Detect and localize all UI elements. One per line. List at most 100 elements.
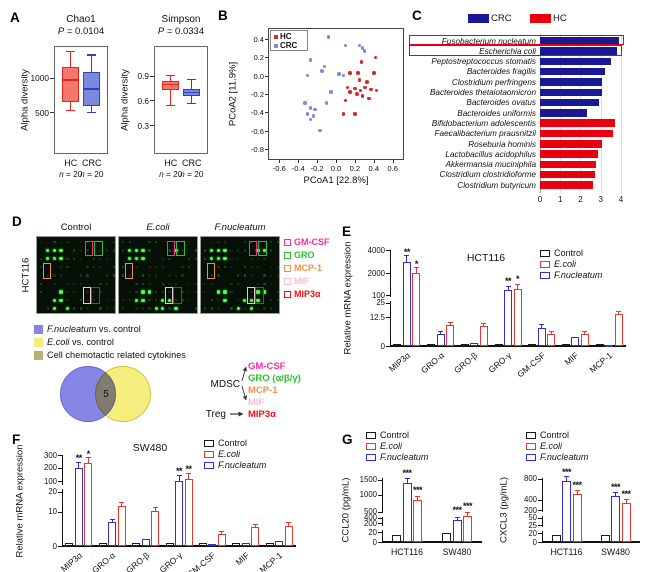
x-axis-label: PCoA1 [22.8%] <box>303 175 369 186</box>
error-bar-cap <box>186 473 191 475</box>
array-dot-bright <box>154 306 158 311</box>
tick-label: -0.4 <box>291 164 305 173</box>
venn-circle-ecoli <box>95 366 151 422</box>
error-bar <box>541 325 543 328</box>
scatter-point <box>363 85 368 90</box>
array-dot-bright <box>249 298 254 302</box>
bar <box>460 343 469 346</box>
error-bar <box>456 517 458 520</box>
taxa-barchart: CRC HC 0 1 2 3 4 Fusobacterium nucleatum Escheri… <box>408 10 648 208</box>
bar <box>540 47 618 55</box>
array-dot <box>276 274 279 277</box>
array-dot <box>79 257 82 260</box>
scatter-point <box>353 86 357 91</box>
array-dot <box>256 307 260 310</box>
axis-tick <box>50 112 54 114</box>
taxa-label: Bifidobacterium adolescentis <box>431 118 536 128</box>
taxa-label: Clostridium perfringens <box>451 77 536 87</box>
error-bar <box>507 286 509 291</box>
bar <box>217 534 226 546</box>
error-bar <box>517 284 518 289</box>
array-dot <box>66 282 69 285</box>
array-dot-bright <box>141 298 145 302</box>
tick-label: 100 <box>43 476 57 486</box>
array-dot <box>141 282 145 285</box>
bar <box>198 542 207 546</box>
array-dot <box>194 249 197 252</box>
error-bar-cap <box>438 331 444 333</box>
error-bar-cap <box>539 324 545 326</box>
array-dot <box>148 265 151 269</box>
axis-tick <box>538 510 542 511</box>
bar <box>611 496 620 542</box>
array-dot-bright <box>262 290 267 294</box>
plot-frame <box>54 46 108 154</box>
array-dot <box>230 282 233 285</box>
pcoa-scatterplot: -0.6 -0.4 -0.2 0.0 0.2 0.4 0.6 -0.8 -0.6 -0.4 -0.2… <box>222 10 412 210</box>
array-dot <box>106 299 109 302</box>
array-dot-bright <box>216 290 221 294</box>
array-dot <box>73 282 76 285</box>
error-bar-cap <box>109 518 115 520</box>
y-axis-line <box>62 455 64 546</box>
marker-box <box>42 262 51 280</box>
bar <box>65 542 74 546</box>
text-segment: P <box>157 26 165 37</box>
array-dot <box>128 299 131 302</box>
array-dot-bright <box>236 306 240 311</box>
array-dot <box>256 282 260 285</box>
array-dot <box>210 274 213 277</box>
array-dot <box>46 274 49 277</box>
tick-label: 25 <box>376 298 385 308</box>
axis-tick <box>58 481 62 483</box>
group-n-label: n = 20 <box>151 169 191 179</box>
array-dot <box>79 249 82 252</box>
array-dot <box>181 299 184 302</box>
scatter-point <box>305 112 310 116</box>
legend-label: GRO <box>294 249 315 260</box>
array-dot-bright <box>216 248 221 253</box>
error-bar <box>550 331 552 335</box>
tick-label: 200 <box>523 505 537 515</box>
bar <box>547 334 556 346</box>
legend-swatch <box>284 252 291 259</box>
scatter-point <box>362 49 367 53</box>
legend-swatch <box>34 351 43 360</box>
bar <box>528 343 537 346</box>
bar <box>117 505 126 546</box>
array-dot-bright <box>52 306 57 311</box>
group-n-label: n = 20 <box>51 169 91 179</box>
array-dot <box>66 241 69 244</box>
bar <box>413 499 422 542</box>
axis-tick <box>386 346 390 347</box>
text-segment: vs. control <box>69 337 114 347</box>
error-bar <box>483 323 485 327</box>
array-dot-bright <box>262 248 267 253</box>
bar <box>402 482 412 542</box>
array-dot-bright <box>223 248 227 253</box>
whisker-cap <box>66 109 76 111</box>
bar <box>165 542 174 546</box>
axis-tick <box>317 160 319 163</box>
array-dot <box>250 290 253 294</box>
tick-label: 2000 <box>367 268 385 278</box>
text-segment: F.nucleatum <box>47 324 97 334</box>
x-axis-line <box>390 345 626 347</box>
scatter-point <box>360 94 365 98</box>
scatter-point <box>345 85 350 90</box>
array-dot <box>148 274 151 277</box>
array-dot <box>135 265 138 269</box>
array-dot <box>237 299 240 302</box>
condition-title: F.nucleatum <box>214 222 266 233</box>
highlight-box <box>409 35 625 46</box>
array-dot-bright <box>147 290 152 294</box>
array-dot <box>243 274 246 277</box>
tick-label: 20 <box>368 527 377 537</box>
group-n-label: n = 20 <box>172 169 212 179</box>
array-dot <box>263 282 266 285</box>
array-dot <box>148 307 151 310</box>
microarray-image <box>36 236 116 314</box>
scatter-point <box>341 73 346 78</box>
bar <box>540 109 587 117</box>
